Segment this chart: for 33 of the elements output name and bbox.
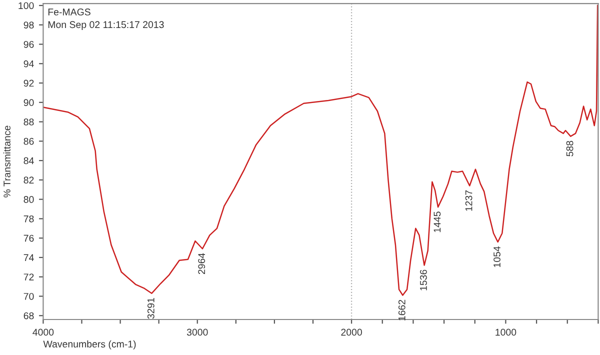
- text: Mon Sep 02 11:15:17 2013: [48, 21, 164, 30]
- y-tick-label: 76: [24, 234, 34, 242]
- y-tick-label: 86: [24, 138, 34, 145]
- y-tick-label: 78: [24, 215, 34, 222]
- y-tick-label: 70: [24, 292, 34, 300]
- y-tick-label: 82: [24, 176, 34, 184]
- y-tick-label: 84: [24, 157, 34, 164]
- x-tick-label: 1000: [496, 328, 516, 336]
- annotation: 1054: [494, 246, 500, 268]
- y-tick-label: 88: [24, 118, 34, 126]
- y-tick-label: 74: [24, 254, 34, 261]
- chart-title: Fe-MAGS: [48, 8, 90, 16]
- annotation: 3291: [147, 298, 154, 319]
- y-tick-label: 100: [18, 2, 34, 10]
- y-axis-title: % Transmittance: [3, 126, 10, 198]
- y-tick-label: 96: [24, 40, 34, 48]
- x-tick-label: 3000: [186, 328, 208, 336]
- y-tick-label: 98: [24, 22, 34, 28]
- annotation: 1237: [465, 190, 472, 211]
- annotation: 2964: [198, 253, 206, 274]
- y-tick-label: 68: [24, 312, 34, 320]
- x-axis-title: Wavenumbers (cm-1): [43, 340, 136, 350]
- annotation: 588: [566, 140, 574, 156]
- annotation: 1445: [434, 212, 441, 232]
- y-tick-label: 90: [24, 99, 34, 106]
- x-tick-label: 2000: [341, 328, 362, 336]
- y-tick-label: 94: [24, 60, 34, 68]
- y-tick-label: 80: [24, 196, 34, 203]
- annotation: 1662: [398, 300, 406, 320]
- y-tick-label: 92: [24, 80, 34, 87]
- x-tick-label: 4000: [32, 328, 54, 336]
- annotation: 1536: [420, 270, 427, 290]
- y-tick-label: 72: [24, 274, 34, 280]
